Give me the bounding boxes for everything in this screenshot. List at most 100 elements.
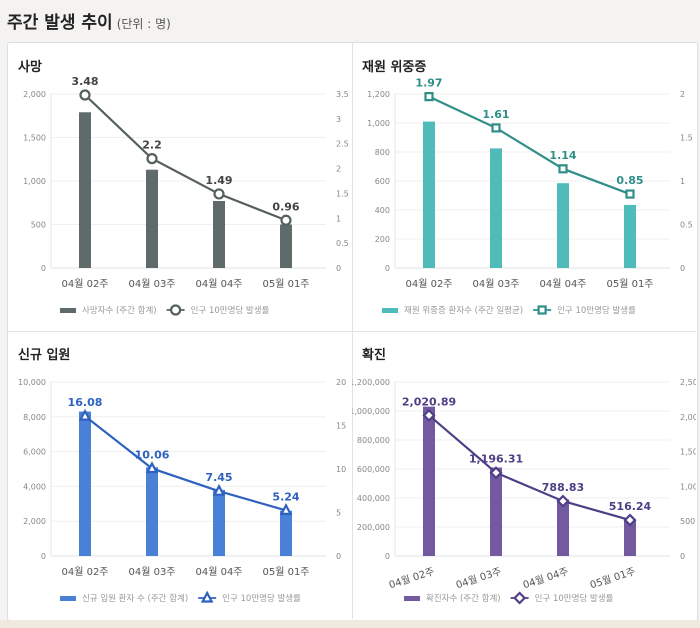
legend-bar-swatch <box>382 308 398 313</box>
right-axis-tick: 0.5 <box>680 221 693 230</box>
left-axis-tick: 1,000 <box>367 119 390 128</box>
legend-line-label: 인구 10만명당 발생률 <box>557 305 636 316</box>
chart-title: 확진 <box>362 347 386 363</box>
right-axis-tick: 0.5 <box>336 239 349 248</box>
left-axis-tick: 1,000,000 <box>352 407 390 416</box>
left-axis-tick: 800 <box>375 148 390 157</box>
line-point <box>78 408 92 421</box>
x-axis-label: 04월 03주 <box>128 278 175 290</box>
right-axis-tick: 2.5 <box>336 140 349 149</box>
data-label: 516.24 <box>609 500 652 513</box>
x-axis-label: 05월 01주 <box>606 278 653 290</box>
legend: 확진자수 (주간 합계) 인구 10만명당 발생률 <box>404 591 614 605</box>
data-label: 3.48 <box>71 75 98 88</box>
right-axis-tick: 2,500 <box>680 378 696 387</box>
legend-bar-swatch <box>404 596 420 601</box>
right-axis-tick: 0 <box>336 552 341 561</box>
right-axis-tick: 2 <box>680 90 685 99</box>
legend: 사망자수 (주간 합계) 인구 10만명당 발생률 <box>60 304 270 316</box>
bottom-strip <box>0 620 700 628</box>
right-axis-tick: 5 <box>336 509 341 518</box>
legend: 재원 위중증 환자수 (주간 일평균) 인구 10만명당 발생률 <box>382 305 636 316</box>
bar <box>624 204 636 268</box>
right-axis-tick: 3 <box>336 115 341 124</box>
x-axis-label: 05월 01주 <box>262 278 309 290</box>
right-axis-tick: 3.5 <box>336 90 349 99</box>
bar <box>490 148 502 268</box>
left-axis-tick: 500 <box>31 221 46 230</box>
line-point <box>489 466 503 480</box>
unit-label: (단위 : 명) <box>116 17 171 31</box>
data-label: 1.97 <box>415 77 442 90</box>
left-axis-tick: 600 <box>375 177 390 186</box>
bar <box>280 224 292 268</box>
line-point <box>558 164 568 174</box>
line-point <box>280 214 292 226</box>
data-label: 5.24 <box>272 490 299 503</box>
legend-bar-swatch <box>60 596 76 601</box>
bar <box>423 121 435 268</box>
left-axis-tick: 10,000 <box>18 378 46 387</box>
data-label: 0.96 <box>272 200 299 213</box>
left-axis-tick: 400 <box>375 206 390 215</box>
right-axis-tick: 0 <box>336 264 341 273</box>
bar <box>280 510 292 556</box>
line-point <box>279 503 293 516</box>
chart-panel-admissions: 신규 입원 0 2,000 4,000 6,000 8,000 10,000 0 5 10 15 20… <box>8 331 353 619</box>
right-axis-tick: 1 <box>336 214 341 223</box>
line-point <box>145 461 159 474</box>
right-axis-tick: 500 <box>680 517 695 526</box>
right-axis-tick: 1,500 <box>680 448 696 457</box>
left-axis-tick: 200,000 <box>357 523 390 532</box>
chart-panel-confirmed: 확진 0 200,000 400,000 600,000 800,000 1,000,000… <box>352 331 696 619</box>
bar <box>79 112 91 269</box>
x-axis-label: 04월 04주 <box>539 278 586 290</box>
rate-line <box>428 414 631 522</box>
left-axis-tick: 4,000 <box>23 482 46 491</box>
bar <box>557 499 569 556</box>
legend-line-label: 인구 10만명당 발생률 <box>191 305 270 316</box>
legend-bar-label: 사망자수 (주간 합계) <box>82 305 157 316</box>
bar <box>423 406 435 556</box>
chart-title: 재원 위중증 <box>362 60 426 75</box>
right-axis-tick: 0 <box>680 264 685 273</box>
rate-line <box>428 95 631 196</box>
legend-marker <box>200 590 214 603</box>
data-label: 1.61 <box>482 108 509 121</box>
line-point <box>625 189 635 199</box>
page-title: 주간 발생 추이 (단위 : 명) <box>7 8 171 33</box>
bar <box>79 411 91 556</box>
rate-line <box>84 94 287 222</box>
data-label: 0.85 <box>616 174 643 187</box>
bar <box>146 467 158 556</box>
line-point <box>623 513 637 527</box>
data-label: 10.06 <box>135 448 170 461</box>
right-axis-tick: 1 <box>680 177 685 186</box>
left-axis-tick: 0 <box>385 264 390 273</box>
left-axis-tick: 2,000 <box>23 517 46 526</box>
data-label: 1.14 <box>549 149 576 162</box>
data-label: 1,196.31 <box>469 453 523 466</box>
chart-title: 신규 입원 <box>18 348 70 363</box>
left-axis-tick: 200 <box>375 235 390 244</box>
x-axis-label: 04월 02주 <box>61 566 108 578</box>
x-axis-label: 05월 01주 <box>262 566 309 578</box>
legend-bar-label: 확진자수 (주간 합계) <box>426 593 501 604</box>
bar <box>490 467 502 556</box>
left-axis-tick: 1,200,000 <box>352 378 390 387</box>
chart-svg: 확진 0 200,000 400,000 600,000 800,000 1,000,000… <box>352 347 696 605</box>
bar <box>146 169 158 268</box>
right-axis-tick: 1.5 <box>336 189 349 198</box>
data-label: 788.83 <box>542 481 584 494</box>
line-point <box>79 89 91 101</box>
right-axis-tick: 1,000 <box>680 482 696 491</box>
line-point <box>422 408 436 422</box>
left-axis-tick: 1,000 <box>23 177 46 186</box>
x-axis-label: 04월 04주 <box>195 566 242 578</box>
legend-line-label: 인구 10만명당 발생률 <box>222 593 301 604</box>
legend-bar-label: 재원 위중증 환자수 (주간 일평균) <box>404 305 523 316</box>
left-axis-tick: 1,200 <box>367 90 390 99</box>
x-axis-label: 04월 04주 <box>521 565 569 591</box>
line-point <box>213 188 225 200</box>
rate-line <box>84 415 287 512</box>
